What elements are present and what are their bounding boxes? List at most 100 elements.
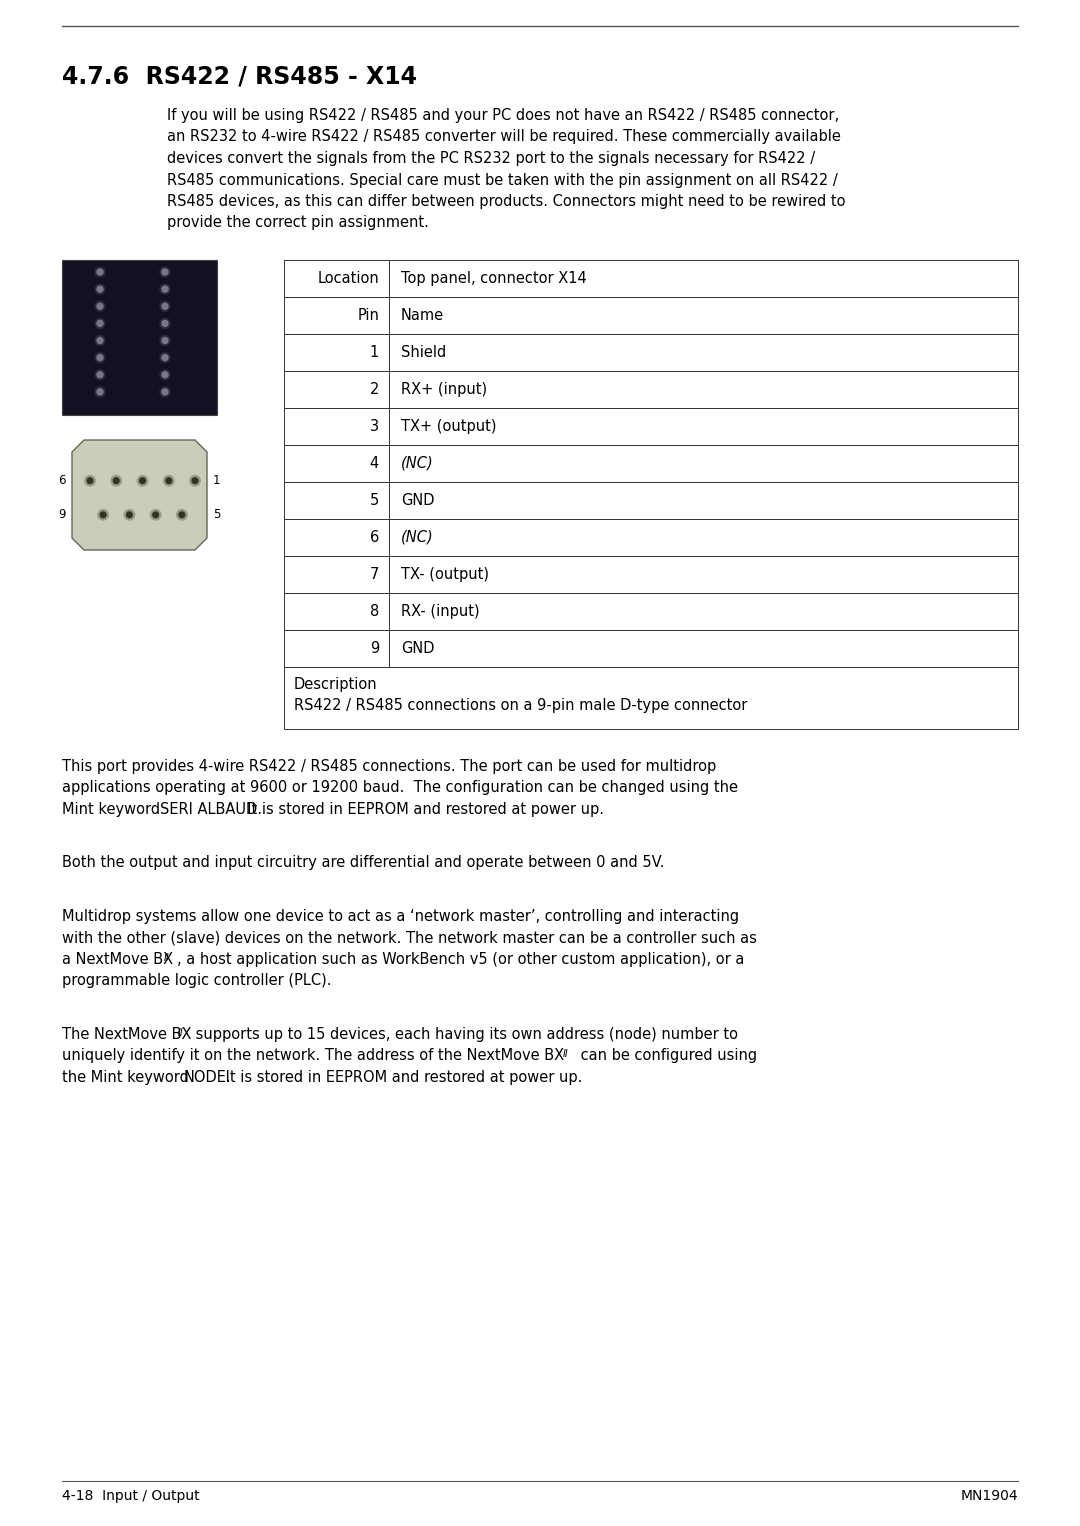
Text: RS422 / RS485 connections on a 9-pin male D-type connector: RS422 / RS485 connections on a 9-pin mal…: [294, 699, 747, 714]
Text: 6: 6: [369, 530, 379, 545]
Circle shape: [85, 476, 95, 485]
Text: 1: 1: [213, 475, 220, 487]
Text: GND: GND: [401, 493, 434, 508]
Text: 5: 5: [369, 493, 379, 508]
Circle shape: [160, 284, 170, 295]
Bar: [284, 630, 1018, 667]
Text: II: II: [563, 1050, 569, 1059]
Circle shape: [162, 372, 168, 378]
Circle shape: [95, 353, 105, 363]
Text: TX+ (output): TX+ (output): [401, 420, 497, 433]
Text: uniquely identify it on the network. The address of the NextMove BX: uniquely identify it on the network. The…: [62, 1048, 564, 1064]
Text: II: II: [164, 954, 170, 963]
Circle shape: [97, 320, 103, 327]
Polygon shape: [72, 439, 207, 549]
Text: Name: Name: [401, 308, 444, 324]
Text: 9: 9: [369, 641, 379, 656]
Text: Shield: Shield: [401, 345, 446, 360]
Bar: [284, 259, 1018, 298]
Text: a NextMove BX: a NextMove BX: [62, 952, 173, 967]
Text: 2: 2: [369, 382, 379, 397]
Text: the Mint keyword: the Mint keyword: [62, 1070, 193, 1085]
Bar: [62, 259, 217, 415]
Circle shape: [95, 319, 105, 328]
Circle shape: [124, 510, 135, 520]
Circle shape: [95, 388, 105, 397]
Bar: [284, 371, 1018, 407]
Text: II: II: [178, 1029, 184, 1038]
Circle shape: [87, 478, 93, 484]
Circle shape: [190, 476, 200, 485]
Circle shape: [162, 304, 168, 310]
Circle shape: [113, 478, 119, 484]
Circle shape: [137, 476, 148, 485]
Bar: [284, 446, 1018, 482]
Circle shape: [160, 369, 170, 380]
Circle shape: [152, 511, 159, 517]
Text: It is stored in EEPROM and restored at power up.: It is stored in EEPROM and restored at p…: [221, 1070, 582, 1085]
Circle shape: [160, 319, 170, 328]
Bar: [284, 482, 1018, 519]
Text: , a host application such as WorkBench v5 (or other custom application), or a: , a host application such as WorkBench v…: [177, 952, 744, 967]
Circle shape: [97, 389, 103, 395]
Text: 9: 9: [58, 508, 66, 522]
Text: (NC): (NC): [401, 456, 434, 472]
Circle shape: [163, 476, 174, 485]
Bar: [284, 594, 1018, 630]
Circle shape: [139, 478, 146, 484]
Circle shape: [95, 284, 105, 295]
Circle shape: [97, 354, 103, 360]
Text: applications operating at 9600 or 19200 baud.  The configuration can be changed : applications operating at 9600 or 19200 …: [62, 780, 738, 795]
Circle shape: [126, 511, 132, 517]
Circle shape: [162, 269, 168, 275]
Circle shape: [160, 267, 170, 278]
Circle shape: [111, 476, 121, 485]
Bar: [284, 298, 1018, 334]
Text: RS485 devices, as this can differ between products. Connectors might need to be : RS485 devices, as this can differ betwee…: [167, 194, 846, 209]
Circle shape: [97, 304, 103, 310]
Circle shape: [162, 320, 168, 327]
Text: 4: 4: [369, 456, 379, 472]
Text: an RS232 to 4-wire RS422 / RS485 converter will be required. These commercially : an RS232 to 4-wire RS422 / RS485 convert…: [167, 130, 841, 145]
Circle shape: [160, 353, 170, 363]
Text: 8: 8: [369, 604, 379, 620]
Circle shape: [100, 511, 106, 517]
Text: GND: GND: [401, 641, 434, 656]
Text: 7: 7: [369, 568, 379, 581]
Circle shape: [162, 287, 168, 291]
Circle shape: [162, 389, 168, 395]
Text: Multidrop systems allow one device to act as a ‘network master’, controlling and: Multidrop systems allow one device to ac…: [62, 909, 739, 925]
Circle shape: [98, 510, 108, 520]
Text: 4-18  Input / Output: 4-18 Input / Output: [62, 1489, 200, 1503]
Circle shape: [97, 287, 103, 291]
Text: Both the output and input circuitry are differential and operate between 0 and 5: Both the output and input circuitry are …: [62, 856, 664, 870]
Bar: [284, 555, 1018, 594]
Text: provide the correct pin assignment.: provide the correct pin assignment.: [167, 215, 429, 230]
Circle shape: [177, 510, 187, 520]
Circle shape: [95, 267, 105, 278]
Circle shape: [95, 301, 105, 311]
Text: supports up to 15 devices, each having its own address (node) number to: supports up to 15 devices, each having i…: [191, 1027, 738, 1042]
Bar: [284, 519, 1018, 555]
Circle shape: [162, 354, 168, 360]
Text: This port provides 4-wire RS422 / RS485 connections. The port can be used for mu: This port provides 4-wire RS422 / RS485 …: [62, 758, 716, 774]
Text: RS485 communications. Special care must be taken with the pin assignment on all : RS485 communications. Special care must …: [167, 172, 838, 188]
Circle shape: [162, 337, 168, 343]
Text: Top panel, connector X14: Top panel, connector X14: [401, 272, 586, 285]
Text: The NextMove BX: The NextMove BX: [62, 1027, 191, 1042]
Circle shape: [160, 336, 170, 345]
Bar: [284, 407, 1018, 446]
Bar: [284, 667, 1018, 729]
Text: 5: 5: [213, 508, 220, 522]
Bar: [284, 334, 1018, 371]
Text: Location: Location: [318, 272, 379, 285]
Text: NODE.: NODE.: [184, 1070, 231, 1085]
Text: SERI ALBAUD.: SERI ALBAUD.: [160, 803, 262, 816]
Text: devices convert the signals from the PC RS232 port to the signals necessary for : devices convert the signals from the PC …: [167, 151, 815, 166]
Circle shape: [160, 301, 170, 311]
Circle shape: [179, 511, 185, 517]
Text: RX- (input): RX- (input): [401, 604, 480, 620]
Text: MN1904: MN1904: [960, 1489, 1018, 1503]
Text: RX+ (input): RX+ (input): [401, 382, 487, 397]
Text: 3: 3: [369, 420, 379, 433]
